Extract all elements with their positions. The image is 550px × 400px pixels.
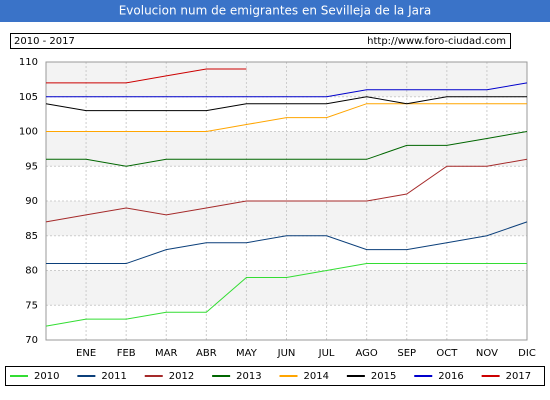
x-tick-label: OCT bbox=[436, 348, 458, 359]
info-box bbox=[10, 33, 511, 49]
y-tick-label: 75 bbox=[25, 300, 38, 311]
series-line bbox=[46, 131, 528, 167]
y-tick-label: 90 bbox=[25, 196, 38, 207]
x-tick-label: SEP bbox=[397, 348, 416, 359]
y-tick-label: 70 bbox=[25, 335, 38, 346]
x-tick-label: DIC bbox=[518, 348, 536, 359]
legend-box bbox=[5, 366, 545, 386]
x-tick-label: MAR bbox=[155, 348, 177, 359]
y-tick-label: 80 bbox=[25, 266, 38, 277]
x-tick-label: ABR bbox=[196, 348, 217, 359]
y-tick-label: 105 bbox=[19, 92, 38, 103]
legend-label: 2014 bbox=[304, 371, 329, 382]
legend-label: 2017 bbox=[506, 371, 531, 382]
x-tick-label: JUN bbox=[277, 348, 296, 359]
source: http://www.foro-ciudad.com bbox=[367, 36, 506, 47]
y-tick-label: 85 bbox=[25, 231, 38, 242]
series-line bbox=[45, 158, 528, 223]
x-tick-label: NOV bbox=[476, 348, 498, 359]
x-tick-label: FEB bbox=[117, 348, 136, 359]
series-line bbox=[45, 263, 527, 327]
x-tick-label: ENE bbox=[76, 348, 96, 359]
band bbox=[46, 131, 527, 167]
series-line bbox=[46, 221, 528, 265]
legend-label: 2013 bbox=[236, 371, 261, 382]
legend-label: 2010 bbox=[34, 371, 59, 382]
series-line bbox=[46, 82, 528, 98]
legend-label: 2011 bbox=[101, 371, 126, 382]
y-tick-label: 100 bbox=[19, 127, 38, 138]
series-line bbox=[46, 68, 247, 84]
legend-label: 2016 bbox=[438, 371, 463, 382]
series-line bbox=[45, 96, 527, 112]
x-tick-label: JUL bbox=[318, 348, 335, 359]
y-tick-label: 95 bbox=[25, 161, 38, 172]
chart-title: Evolucion num de emigrantes en Sevilleja… bbox=[119, 4, 432, 18]
legend-label: 2015 bbox=[371, 371, 396, 382]
x-tick-label: MAY bbox=[236, 348, 258, 359]
x-tick-label: AGO bbox=[356, 348, 378, 359]
plot-frame bbox=[45, 61, 528, 341]
y-tick-label: 110 bbox=[19, 57, 38, 68]
series-line bbox=[46, 103, 527, 132]
title-bar bbox=[0, 0, 550, 22]
legend-label: 2012 bbox=[169, 371, 194, 382]
period: 2010 - 2017 bbox=[14, 36, 75, 47]
